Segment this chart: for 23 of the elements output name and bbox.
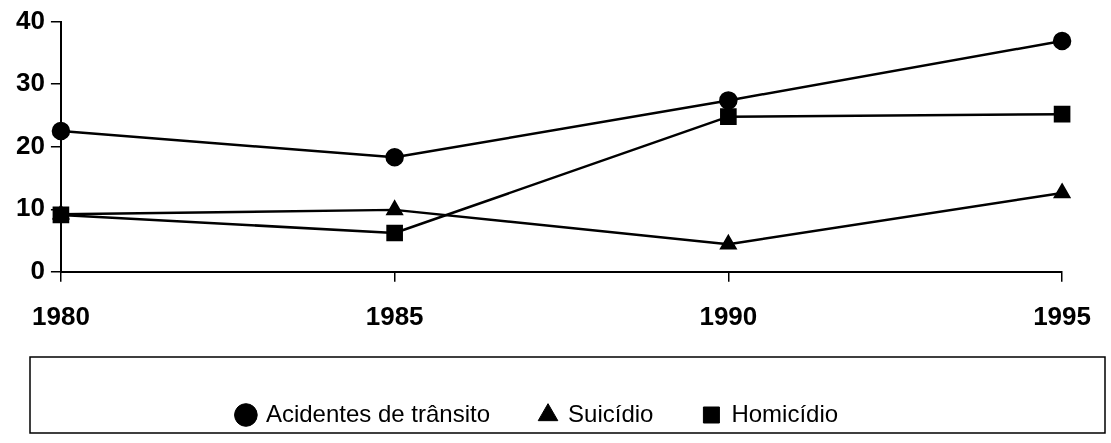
- legend-label: Acidentes de trânsito: [265, 399, 491, 427]
- point: [1053, 183, 1071, 199]
- point: [720, 235, 737, 250]
- point: [52, 206, 70, 224]
- y-tick-label: 30: [16, 67, 45, 98]
- legend-label: Homicídio: [731, 399, 839, 427]
- point: [720, 108, 737, 125]
- x-tick-label: 1980: [32, 300, 90, 331]
- y-tick-label: 20: [16, 129, 45, 160]
- y-tick-label: 10: [16, 192, 45, 223]
- x-tick-label: 1990: [699, 300, 758, 331]
- legend-label: Suicídio: [568, 399, 654, 427]
- point: [1052, 31, 1072, 51]
- point: [1053, 105, 1071, 123]
- x-tick-label: 1985: [365, 300, 424, 331]
- y-tick-label: 0: [30, 254, 45, 285]
- point: [51, 121, 71, 141]
- y-tick-label: 40: [16, 4, 45, 35]
- point: [386, 200, 403, 216]
- point: [385, 148, 404, 167]
- point: [386, 224, 403, 242]
- x-tick-label: 1995: [1033, 300, 1091, 331]
- point: [719, 91, 738, 110]
